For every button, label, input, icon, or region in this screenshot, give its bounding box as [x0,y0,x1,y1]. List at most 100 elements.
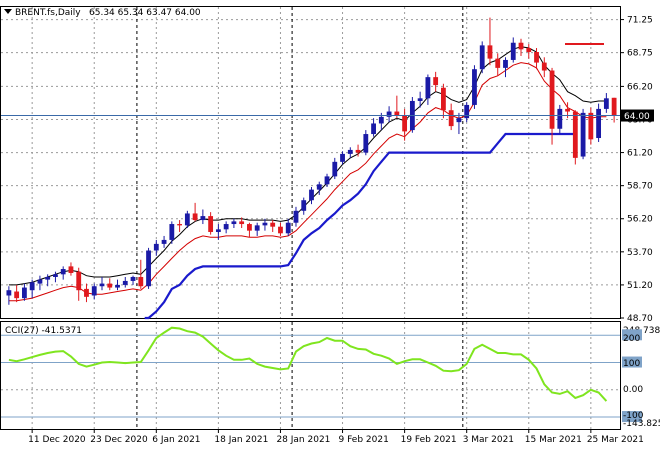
candle-body [332,161,338,177]
candle-body [417,98,423,101]
last-price-tag-text: 64.00 [624,112,650,122]
candle-body [262,222,268,226]
ohlc-label: 65.34 65.34 63.47 64.00 [89,8,201,18]
candle-body [441,87,446,111]
price-tick-label: 51.20 [627,281,653,291]
candle-body [270,222,276,227]
candle-body [448,110,454,127]
candle-body [60,269,66,275]
price-tick-label: 56.20 [627,215,653,225]
candle-body [565,108,570,112]
last-price-tag-bg [621,109,654,122]
candle-body [378,116,384,124]
candle-body [153,243,159,251]
date-tick-label: 23 Dec 2020 [90,435,148,445]
candle-body [200,216,206,221]
candle-body [76,271,82,291]
candle-body [29,282,35,291]
cci-tick-label: -100 [623,411,644,421]
candle-body [6,290,12,296]
candle-body [572,111,578,158]
date-tick-label: 3 Mar 2021 [463,435,514,445]
candle-body [503,59,508,68]
candle-body [472,69,477,105]
date-tick-label: 9 Feb 2021 [339,435,389,445]
candle-body [115,284,120,288]
cci-tick-label: 100 [623,359,640,369]
price-grid [1,7,620,429]
cci-level-tag [622,356,642,368]
cci-tick-label: 0.00 [623,385,643,395]
candle-body [541,62,547,71]
candle-body [231,221,237,225]
candle-body [603,98,609,109]
candle-body [99,283,105,287]
candle-body [611,97,617,116]
candle-body [91,286,97,296]
candle-body [301,200,307,211]
price-tick-label: 48.70 [627,314,653,324]
candles [6,17,617,305]
candle-body [425,77,431,99]
candle-body [456,118,462,123]
candle-body [53,274,58,277]
cci-grid [1,322,620,429]
candle-body [122,280,128,285]
candle-body [549,70,555,129]
candle-body [324,176,330,185]
trail-band-line [144,132,576,320]
candle-body [347,149,353,154]
cci-tick-label: -143.825 [623,419,660,429]
candle-body [355,149,361,153]
candle-body [526,48,532,52]
candle-body [223,224,229,230]
candle-body [215,229,221,232]
price-tick-label: 61.20 [627,149,653,159]
candle-body [363,134,369,153]
candle-body [192,213,198,221]
price-tick-label: 58.70 [627,182,653,192]
date-tick-label: 6 Jan 2021 [152,435,200,445]
candle-body [487,45,493,59]
price-panel-border [0,6,621,319]
price-tick-label: 53.70 [627,248,653,258]
candle-body [37,279,43,284]
candle-body [285,222,291,234]
candle-body [534,51,539,63]
candle-body [169,224,175,240]
collapse-triangle-icon[interactable] [4,9,12,14]
candle-body [316,184,322,190]
candle-body [239,221,245,225]
candle-body [309,189,314,201]
candle-body [138,276,144,287]
date-tick-label: 25 Mar 2021 [587,435,644,445]
candle-body [254,225,260,231]
candle-body [161,239,167,244]
candle-body [371,123,376,135]
date-tick-label: 19 Feb 2021 [401,435,457,445]
candle-body [278,226,283,234]
price-tick-label: 66.20 [627,82,653,92]
candle-body [495,58,501,68]
candle-body [464,104,470,119]
candle-body [386,111,392,117]
candle-body [247,224,252,231]
candle-body [557,108,563,129]
candle-body [402,115,408,132]
date-tick-label: 11 Dec 2020 [28,435,86,445]
candle-body [340,153,345,162]
price-tick-label: 71.25 [627,16,653,26]
date-axis: 11 Dec 2020 23 Dec 2020 6 Jan 2021 18 Jan 2… [28,429,644,445]
date-tick-label: 28 Jan 2021 [276,435,330,445]
candle-body [596,108,602,139]
candle-body [107,283,113,288]
candle-body [45,276,51,280]
candle-body [21,287,27,299]
candle-body [146,250,151,287]
cci-axis: 248.73862001000.00-100-143.825 [622,326,660,429]
price-tick-label: 68.75 [627,49,653,59]
candle-body [130,276,136,281]
cci-series-line [8,326,608,402]
